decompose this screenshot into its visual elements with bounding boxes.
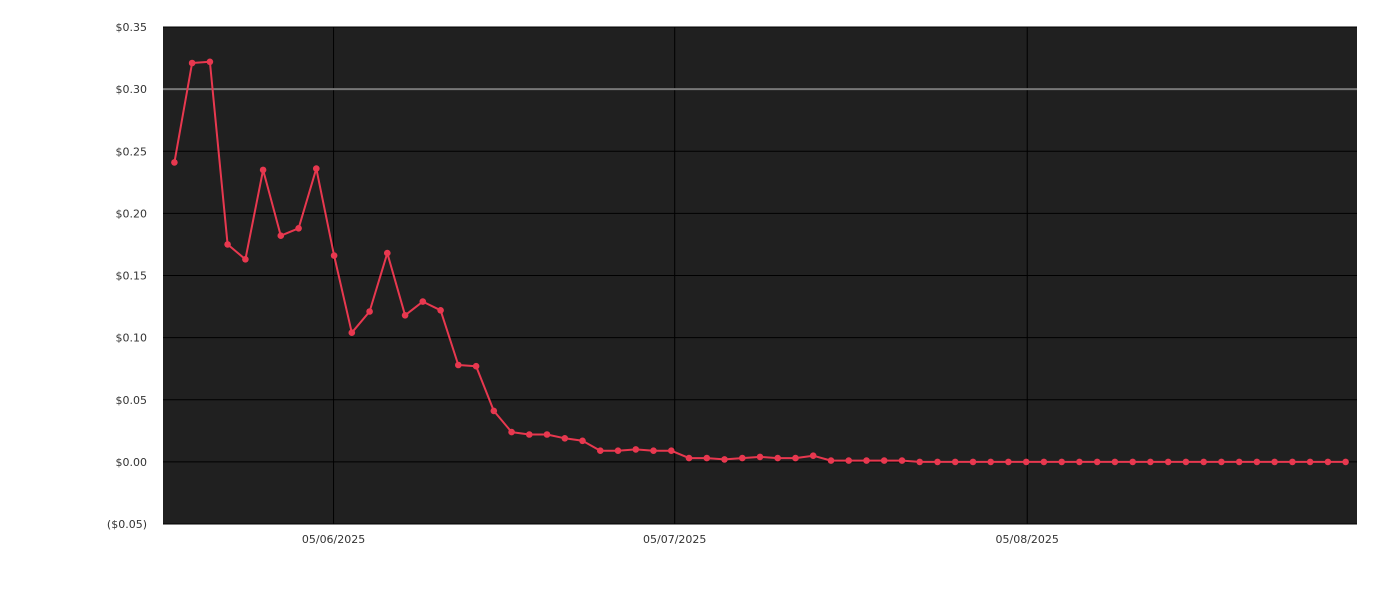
data-point [1200,458,1207,466]
data-point [597,447,604,455]
y-tick-label: $0.20 [116,207,148,220]
data-point [543,431,551,438]
data-point [1324,458,1332,466]
data-point [242,255,249,263]
data-point [1093,458,1101,466]
y-tick-label: $0.15 [116,270,148,283]
data-point [401,312,409,319]
data-point [1129,458,1136,466]
data-point [224,241,231,248]
data-point [1289,458,1296,466]
data-point [614,447,622,455]
data-point [1022,458,1030,466]
data-point [685,454,693,462]
data-point [1076,458,1083,466]
data-point [526,431,533,438]
data-point [277,232,285,239]
data-point [650,447,657,455]
data-point [1058,458,1065,466]
series-group [171,58,1349,466]
data-point [561,435,569,442]
y-tick-label: $0.05 [116,394,148,407]
y-tick-label: $0.35 [116,21,148,34]
data-point [455,361,462,369]
data-point [1306,458,1314,466]
data-point [419,298,427,305]
y-tick-label: $0.30 [116,83,148,96]
data-point [259,166,267,174]
data-point [437,307,444,314]
data-point [898,457,906,464]
y-tick-label: $0.25 [116,145,148,158]
data-point [508,428,515,436]
x-tick-label: 05/08/2025 [996,533,1059,546]
data-point [951,458,959,466]
vertical-gridlines [333,27,1028,524]
data-point [472,362,480,370]
data-point [1235,458,1243,466]
data-point [1147,458,1154,466]
data-point [348,329,356,337]
data-point [579,437,586,445]
y-tick-label: ($0.05) [107,518,147,531]
data-point [330,252,338,259]
data-point [969,458,977,466]
data-point [880,457,888,464]
data-point [490,407,498,415]
data-point [1253,458,1261,466]
data-point [1218,458,1225,466]
data-point [739,454,746,462]
data-point [863,457,870,464]
data-point [809,452,817,460]
data-point [845,457,852,464]
data-point [987,458,994,466]
data-point [1111,458,1119,466]
data-point [206,58,214,66]
y-tick-label: $0.00 [116,456,148,469]
data-point [384,249,391,257]
data-point [295,225,302,232]
y-axis-tick-labels: $0.35 $0.30 $0.25 $0.20 $0.15 $0.10 $0.05 $0.00… [107,21,147,531]
data-point [792,454,799,462]
data-point [916,458,923,466]
x-tick-label: 05/06/2025 [302,533,365,546]
data-point [1040,458,1048,466]
data-point [1342,458,1349,466]
data-point [1164,458,1172,466]
data-point [827,457,835,464]
y-tick-label: $0.10 [116,332,148,345]
data-point [668,447,675,455]
data-point [703,454,711,462]
data-point [171,159,178,166]
x-axis-tick-labels: 05/06/2025 05/07/2025 05/08/2025 [302,533,1059,546]
data-point [1271,458,1278,466]
x-tick-label: 05/07/2025 [643,533,706,546]
data-point [366,308,373,315]
data-point [313,165,320,172]
data-point [774,454,781,462]
data-point [632,446,640,453]
data-point [1182,458,1190,466]
data-point [934,458,941,466]
data-point [1005,458,1012,466]
data-point [721,456,728,463]
data-point [756,453,764,461]
data-point [188,59,196,67]
